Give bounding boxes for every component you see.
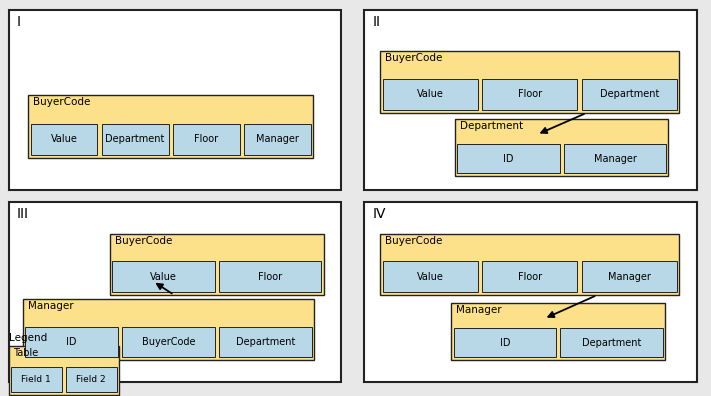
Text: Department: Department [460,121,523,131]
Bar [122,326,215,357]
Bar [457,144,560,173]
Bar [482,79,577,110]
Text: Value: Value [150,272,177,282]
Text: Floor: Floor [518,89,542,99]
Bar [219,326,312,357]
Text: Value: Value [417,272,444,282]
Bar [31,124,97,155]
Text: Legend: Legend [9,333,47,343]
Text: Department: Department [105,134,165,145]
Bar [451,303,665,360]
Bar [28,95,313,158]
Text: IV: IV [373,207,386,221]
Bar [564,144,666,173]
Bar [110,234,324,295]
Text: Floor: Floor [258,272,282,282]
Bar [383,261,478,292]
Text: BuyerCode: BuyerCode [385,53,443,63]
Bar [11,367,61,392]
Bar [244,124,311,155]
Text: Manager: Manager [256,134,299,145]
Bar [380,51,679,113]
Bar [9,346,119,395]
Text: III: III [17,207,29,221]
Text: Manager: Manager [608,272,651,282]
Text: ID: ID [500,338,510,348]
Bar [364,10,697,190]
Bar [23,299,314,360]
Text: Manager: Manager [28,301,73,311]
Text: Field 2: Field 2 [76,375,106,384]
Bar [454,329,556,357]
Text: ID: ID [66,337,77,347]
Text: Manager: Manager [456,305,502,315]
Bar [364,202,697,382]
Text: Manager: Manager [594,154,636,164]
Bar [383,79,478,110]
Bar [25,326,118,357]
Text: Floor: Floor [194,134,218,145]
Text: BuyerCode: BuyerCode [385,236,443,246]
Text: Value: Value [417,89,444,99]
Bar [560,329,663,357]
Text: Department: Department [236,337,295,347]
Bar [219,261,321,292]
Bar [112,261,215,292]
Bar [173,124,240,155]
Bar [65,367,117,392]
Bar [9,10,341,190]
Text: Value: Value [50,134,77,145]
Bar [9,202,341,382]
Text: Field 1: Field 1 [21,375,51,384]
Text: BuyerCode: BuyerCode [115,236,173,246]
Text: Department: Department [599,89,659,99]
Bar [455,119,668,176]
Bar [582,261,677,292]
Text: I: I [17,15,21,29]
Text: Table: Table [14,348,39,358]
Bar [380,234,679,295]
Text: Department: Department [582,338,641,348]
Text: ID: ID [503,154,513,164]
Text: BuyerCode: BuyerCode [141,337,196,347]
Text: II: II [373,15,380,29]
Bar [482,261,577,292]
Bar [102,124,169,155]
Bar [582,79,677,110]
Text: BuyerCode: BuyerCode [33,97,91,107]
Text: Floor: Floor [518,272,542,282]
